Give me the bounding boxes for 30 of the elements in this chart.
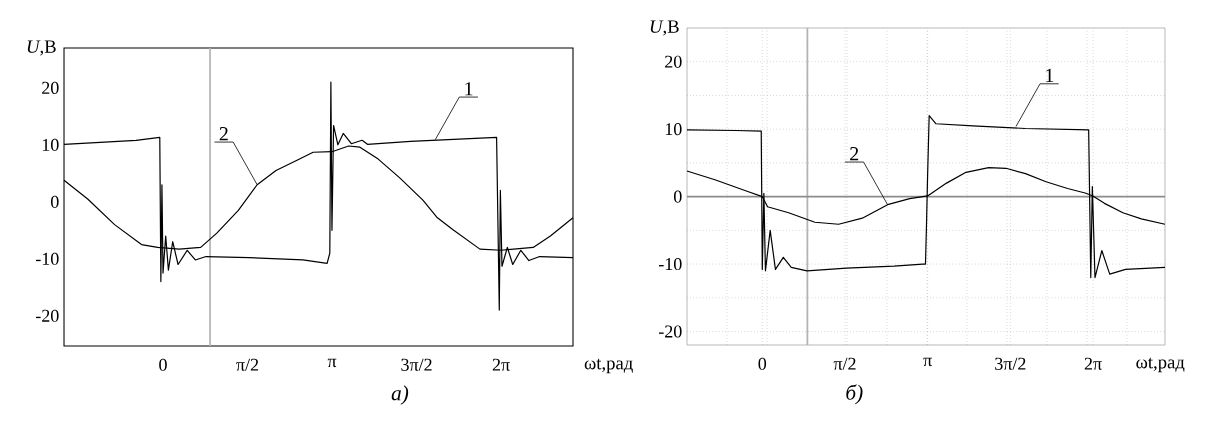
- y-axis-title: U,В: [650, 20, 679, 36]
- x-tick-label: 0: [758, 357, 767, 370]
- text: а): [391, 385, 409, 405]
- x-tick-label: π: [923, 357, 932, 367]
- y-tick-label: 10: [42, 138, 59, 151]
- y-tick-label: 0: [673, 190, 682, 203]
- x-axis-title: ωt,рад: [584, 358, 633, 374]
- annotation: 1: [1046, 68, 1054, 83]
- x-tick-label: 2π: [1084, 357, 1102, 370]
- x-tick-label: 0: [159, 358, 167, 371]
- y-tick-label: -20: [658, 325, 682, 338]
- annotation: 1: [465, 82, 473, 96]
- y-tick-label: 20: [42, 81, 59, 94]
- y-tick-label: -10: [35, 252, 59, 265]
- x-tick-label: π: [327, 358, 337, 368]
- annotation: 2: [850, 147, 859, 161]
- x-tick-label: 2π: [492, 358, 510, 371]
- y-axis-title: U,В: [27, 40, 56, 56]
- y-tick-label: 10: [665, 123, 682, 136]
- x-tick-label: 3π/2: [995, 357, 1026, 370]
- text: б): [846, 384, 863, 405]
- y-tick-label: 0: [50, 195, 59, 208]
- annotation: 2: [219, 127, 228, 141]
- x-tick-label: 3π/2: [401, 358, 432, 371]
- x-axis-title: ωt,рад: [1136, 357, 1185, 373]
- y-tick-label: -10: [658, 257, 682, 271]
- y-tick-label: 20: [665, 55, 682, 68]
- y-tick-label: -20: [35, 309, 59, 322]
- x-tick-label: π/2: [833, 357, 856, 370]
- x-tick-label: π/2: [236, 358, 259, 371]
